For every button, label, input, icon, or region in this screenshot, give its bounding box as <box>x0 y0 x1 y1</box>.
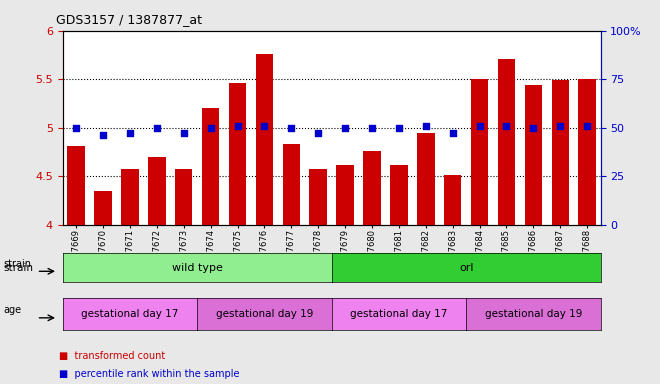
Text: strain: strain <box>3 259 31 270</box>
Point <box>205 124 216 131</box>
Text: gestational day 17: gestational day 17 <box>350 309 447 319</box>
Point <box>98 132 108 139</box>
Point <box>232 122 243 129</box>
Point <box>125 131 135 137</box>
Bar <box>578 79 596 225</box>
Point <box>367 124 378 131</box>
Bar <box>148 157 166 225</box>
Bar <box>202 108 219 225</box>
Point <box>259 122 270 129</box>
Point <box>475 122 485 129</box>
Bar <box>471 79 488 225</box>
Text: gestational day 19: gestational day 19 <box>484 309 582 319</box>
Bar <box>444 175 461 225</box>
Text: gestational day 17: gestational day 17 <box>81 309 179 319</box>
Point <box>286 124 296 131</box>
Point <box>393 124 404 131</box>
Point <box>313 131 323 137</box>
Bar <box>94 191 112 225</box>
Bar <box>390 164 408 225</box>
Point <box>420 122 431 129</box>
Text: GDS3157 / 1387877_at: GDS3157 / 1387877_at <box>56 13 202 26</box>
Bar <box>121 169 139 225</box>
Bar <box>417 134 434 225</box>
Point <box>71 124 81 131</box>
Text: strain: strain <box>3 263 33 273</box>
Text: ■  transformed count: ■ transformed count <box>59 351 166 361</box>
Text: orl: orl <box>459 263 473 273</box>
Bar <box>255 54 273 225</box>
Text: gestational day 19: gestational day 19 <box>216 309 313 319</box>
Point <box>528 124 539 131</box>
Bar <box>310 169 327 225</box>
Text: ■  percentile rank within the sample: ■ percentile rank within the sample <box>59 369 240 379</box>
Bar <box>498 59 515 225</box>
Bar <box>67 146 85 225</box>
Bar <box>337 164 354 225</box>
Text: wild type: wild type <box>172 263 222 273</box>
Point <box>582 122 593 129</box>
Bar <box>229 83 246 225</box>
Point <box>447 131 458 137</box>
Point <box>152 124 162 131</box>
Text: age: age <box>3 305 21 315</box>
Bar <box>282 144 300 225</box>
Bar <box>363 151 381 225</box>
Point <box>501 122 512 129</box>
Point <box>555 122 566 129</box>
Point <box>340 124 350 131</box>
Bar <box>552 80 569 225</box>
Point <box>178 131 189 137</box>
Bar <box>525 85 542 225</box>
Bar <box>175 169 193 225</box>
